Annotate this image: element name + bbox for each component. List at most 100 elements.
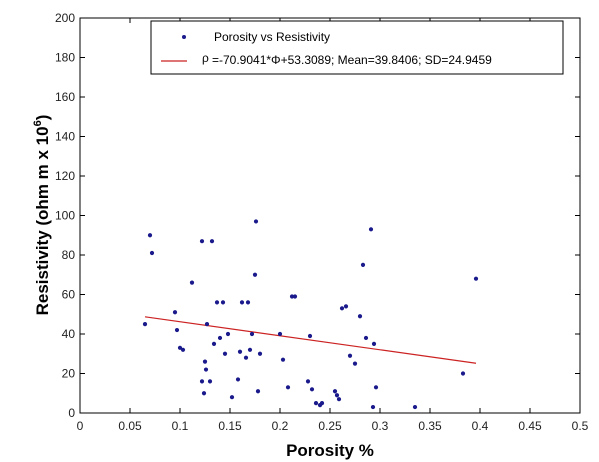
data-point [225,331,231,337]
data-point [180,347,186,352]
data-point [211,341,217,346]
data-point [239,300,245,305]
data-point [336,397,342,402]
x-tick-label: 0.35 [418,419,442,433]
y-tick-label: 80 [62,248,76,262]
data-point [280,357,286,362]
data-point [332,389,338,394]
data-point [370,404,376,410]
data-point [360,262,366,267]
data-point [203,367,209,372]
data-point [249,331,255,337]
legend-label-points: Porosity vs Resistivity [214,30,330,44]
data-point [237,349,243,354]
fit-line [144,316,477,364]
data-point [363,335,369,341]
data-point [199,239,205,244]
data-point [357,314,363,319]
y-axis-title-main: Resistivity (ohm m x 10 [33,126,52,315]
data-point [347,353,353,358]
x-tick-label: 0.5 [572,419,589,433]
data-point [285,385,291,390]
data-point [149,250,155,256]
data-point [204,322,210,327]
y-tick-label: 160 [55,90,75,104]
data-point [305,379,311,384]
plot-area [79,17,581,414]
data-point [174,327,180,333]
data-point [199,379,205,384]
x-tick-label: 0.05 [118,419,142,433]
y-axis-title-superscript: 6 [32,120,44,126]
data-point [352,361,358,366]
data-point [334,393,340,398]
y-tick-label: 0 [68,406,75,420]
data-point [339,306,345,311]
x-tick-label: 0.15 [218,419,242,433]
data-point [247,347,253,352]
data-point [177,345,183,350]
x-tick-label: 0.25 [318,419,342,433]
y-tick-label: 120 [55,169,75,183]
data-point [235,377,241,382]
x-axis-title: Porosity % [286,441,374,460]
y-tick-label: 100 [55,209,75,223]
data-points [142,219,479,410]
y-axis: 0 20 40 60 80 100 120 140 160 180 200 [55,11,580,420]
data-point [189,280,195,285]
data-point [257,351,263,356]
data-point [253,219,259,224]
data-point [217,335,223,341]
x-axis: 0 0.05 0.1 0.15 0.2 0.25 0.3 0.35 0.4 0.45 0.5 [77,18,589,433]
x-tick-label: 0.2 [272,419,289,433]
y-tick-label: 140 [55,130,75,144]
x-tick-label: 0.4 [472,419,489,433]
data-point [307,333,313,339]
data-point [147,233,153,238]
legend-label-fit: =-70.9041*Φ+53.3089; Mean=39.8406; SD=24… [212,53,492,67]
data-point [343,304,349,309]
data-point [371,341,377,346]
y-tick-label: 200 [55,11,75,25]
data-point [412,404,418,410]
data-point [289,294,295,299]
data-point [292,294,298,299]
data-point [255,389,261,394]
data-point [368,227,374,232]
x-tick-label: 0 [77,419,84,433]
y-tick-label: 40 [62,327,76,341]
data-point [319,401,325,406]
data-point [142,322,148,327]
data-point [309,387,315,392]
data-point [229,395,235,400]
data-point [243,355,249,360]
data-point [209,239,215,244]
data-point [373,385,379,390]
y-tick-label: 20 [62,367,76,381]
data-point [202,359,208,364]
x-tick-label: 0.1 [172,419,189,433]
data-point [222,351,228,356]
data-point [460,371,466,376]
data-point [245,300,251,305]
legend: Porosity vs Resistivity ρ =-70.9041*Φ+53… [150,20,564,75]
data-point [172,310,178,315]
data-point [220,300,226,305]
y-axis-title-end: ) [33,115,52,121]
legend-rho-symbol: ρ [202,51,209,65]
data-point [277,331,283,337]
x-tick-label: 0.3 [372,419,389,433]
data-point [214,300,220,305]
legend-box [150,20,564,75]
y-tick-label: 60 [62,288,76,302]
data-point [313,401,319,406]
y-axis-title: Resistivity (ohm m x 106) [32,115,52,316]
y-tick-label: 180 [55,51,75,65]
legend-point-marker [182,35,186,39]
data-point [252,272,258,277]
data-point [473,276,479,281]
data-point [201,391,207,396]
data-point [207,379,213,384]
x-tick-label: 0.45 [518,419,542,433]
